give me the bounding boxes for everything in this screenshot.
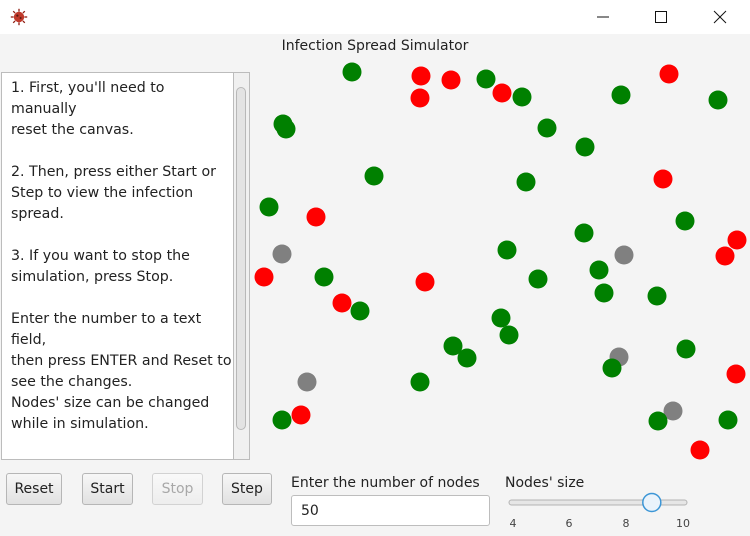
node-recovered <box>537 118 557 138</box>
stop-button[interactable]: Stop <box>152 473 203 505</box>
node-healthy <box>297 372 317 392</box>
node-recovered <box>350 301 370 321</box>
slider-tick-label: 10 <box>676 517 690 530</box>
node-recovered <box>457 348 477 368</box>
instructions-textarea[interactable]: 1. First, you'll need to manually reset … <box>1 72 234 460</box>
node-infected <box>653 169 673 189</box>
slider-thumb[interactable] <box>642 492 662 513</box>
maximize-icon <box>655 11 667 23</box>
node-recovered <box>594 283 614 303</box>
node-recovered <box>497 240 517 260</box>
node-infected <box>291 405 311 425</box>
node-infected <box>254 267 274 287</box>
scrollbar-thumb[interactable] <box>236 87 246 430</box>
step-button[interactable]: Step <box>222 473 272 505</box>
reset-button[interactable]: Reset <box>6 473 62 505</box>
node-recovered <box>410 372 430 392</box>
node-group <box>254 62 747 460</box>
virus-icon <box>10 8 28 26</box>
node-infected <box>410 88 430 108</box>
node-recovered <box>443 336 463 356</box>
nodes-count-label: Enter the number of nodes <box>291 475 480 491</box>
node-recovered <box>491 308 511 328</box>
window-titlebar <box>0 0 750 34</box>
node-recovered <box>611 85 631 105</box>
node-recovered <box>647 286 667 306</box>
node-recovered <box>718 410 738 430</box>
node-infected <box>415 272 435 292</box>
node-infected <box>492 83 512 103</box>
nodes-count-input[interactable] <box>291 495 490 526</box>
node-size-slider[interactable]: 4 6 8 10 <box>505 492 695 532</box>
node-recovered <box>276 119 296 139</box>
node-healthy <box>614 245 634 265</box>
node-recovered <box>528 269 548 289</box>
instructions-scrollbar[interactable] <box>234 72 250 460</box>
node-infected <box>727 230 747 250</box>
close-button[interactable] <box>697 0 743 34</box>
node-recovered <box>708 90 728 110</box>
node-recovered <box>648 411 668 431</box>
node-recovered <box>364 166 384 186</box>
close-icon <box>713 10 727 24</box>
slider-tick-label: 8 <box>623 517 630 530</box>
app-title: Infection Spread Simulator <box>281 38 469 54</box>
node-infected <box>411 66 431 86</box>
node-recovered <box>602 358 622 378</box>
node-healthy <box>272 244 292 264</box>
node-infected <box>690 440 710 460</box>
node-healthy <box>663 401 683 421</box>
node-recovered <box>575 137 595 157</box>
maximize-button[interactable] <box>638 0 684 34</box>
node-recovered <box>589 260 609 280</box>
node-recovered <box>342 62 362 82</box>
node-infected <box>306 207 326 227</box>
node-size-label: Nodes' size <box>505 475 585 491</box>
node-infected <box>715 246 735 266</box>
node-infected <box>726 364 746 384</box>
node-recovered <box>272 410 292 430</box>
instructions-text: 1. First, you'll need to manually reset … <box>11 80 232 459</box>
minimize-icon <box>597 16 609 18</box>
node-recovered <box>676 339 696 359</box>
node-infected <box>659 64 679 84</box>
node-recovered <box>314 267 334 287</box>
node-recovered <box>499 325 519 345</box>
node-recovered <box>512 87 532 107</box>
node-infected <box>441 70 461 90</box>
node-recovered <box>476 69 496 89</box>
start-button[interactable]: Start <box>82 473 133 505</box>
node-recovered <box>675 211 695 231</box>
simulation-canvas <box>254 62 747 460</box>
node-infected <box>332 293 352 313</box>
node-recovered <box>259 197 279 217</box>
node-recovered <box>574 223 594 243</box>
slider-tick-label: 6 <box>566 517 573 530</box>
node-recovered <box>516 172 536 192</box>
slider-tick-label: 4 <box>510 517 517 530</box>
minimize-button[interactable] <box>580 0 626 34</box>
